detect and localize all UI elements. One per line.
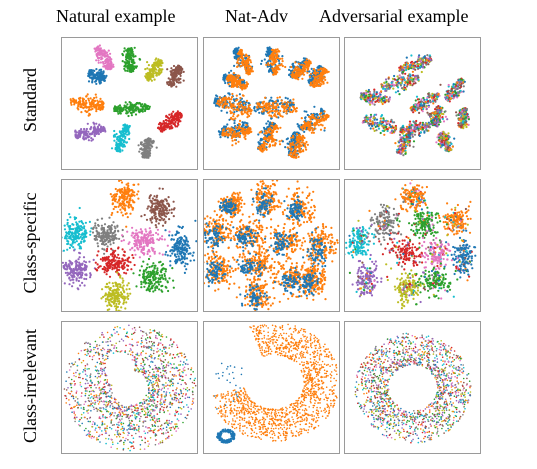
tsne-plot-class-irrelevant-natural [63, 324, 197, 452]
panel-class-irrelevant-adversarial [344, 321, 481, 454]
tsne-plot-class-specific-nat-adv [204, 180, 339, 311]
column-title-adversarial: Adversarial example [319, 6, 469, 26]
column-title-nat-adv: Nat-Adv [225, 6, 288, 26]
panel-class-irrelevant-nat-adv [203, 321, 340, 454]
column-title-natural: Natural example [56, 6, 176, 26]
panel-standard-natural [61, 37, 198, 170]
panel-class-specific-adversarial [344, 179, 481, 312]
tsne-plot-class-specific-natural [62, 180, 197, 311]
panel-class-specific-natural [61, 179, 198, 312]
tsne-plot-standard-adversarial [359, 54, 470, 157]
row-title-class-irrelevant: Class-irrelevant [20, 329, 40, 443]
panel-class-specific-nat-adv [203, 179, 340, 312]
tsne-plot-standard-nat-adv [213, 46, 330, 159]
panel-class-irrelevant-natural [61, 321, 198, 454]
row-title-class-specific: Class-specific [20, 192, 40, 294]
tsne-plot-class-irrelevant-nat-adv [212, 323, 338, 444]
row-title-standard: Standard [20, 68, 40, 132]
panel-standard-adversarial [344, 37, 481, 170]
tsne-plot-standard-natural [69, 44, 185, 159]
tsne-plot-class-specific-adversarial [345, 180, 477, 310]
tsne-plot-class-irrelevant-adversarial [354, 332, 472, 444]
panel-standard-nat-adv [203, 37, 340, 170]
